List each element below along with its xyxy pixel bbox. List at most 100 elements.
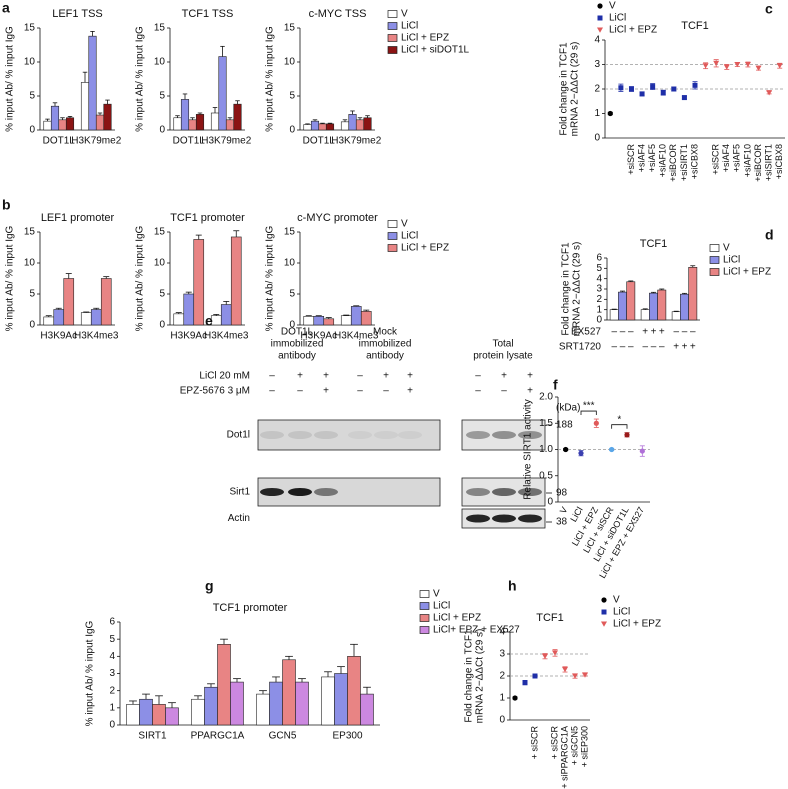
- point: [628, 86, 634, 92]
- band: [466, 488, 490, 496]
- bar: [282, 659, 296, 726]
- y-tick-label: 5: [159, 91, 165, 102]
- point: [639, 448, 645, 454]
- x-tick-label: +siBCOR: [668, 144, 678, 182]
- condition-sign: –: [651, 342, 657, 353]
- point: [562, 666, 568, 673]
- treatment-sign: –: [297, 386, 303, 397]
- y-tick-label: 15: [284, 23, 296, 34]
- y-tick-label: 15: [24, 227, 36, 238]
- legend-swatch: [387, 34, 398, 42]
- band: [492, 514, 516, 523]
- legend-label: LiCl + siDOT1L: [401, 45, 470, 56]
- y-tick-label: 0: [159, 320, 165, 331]
- y-tick-label: 6: [596, 253, 602, 264]
- y-tick-label: 0: [289, 125, 295, 136]
- unit-label: (kDa): [556, 403, 580, 414]
- y-tick-label: 15: [154, 23, 166, 34]
- x-tick-label: DOT1L: [173, 136, 206, 147]
- band: [518, 514, 542, 523]
- legend-label: LiCl + EPZ: [401, 33, 449, 44]
- bar: [50, 105, 60, 131]
- band: [288, 431, 312, 439]
- panel-label: b: [2, 197, 11, 213]
- legend-label: LiCl + EPZ: [609, 25, 657, 36]
- condition-sign: –: [642, 342, 648, 353]
- y-tick-label: 2: [596, 294, 602, 305]
- legend-marker: [601, 609, 607, 615]
- x-tick-label: + siEP300: [579, 726, 589, 767]
- treatment-sign: +: [407, 371, 413, 382]
- panel-label: d: [765, 227, 774, 243]
- band: [398, 431, 422, 439]
- group-header: Mock: [373, 327, 398, 338]
- x-tick-label: +siSCR: [711, 144, 721, 175]
- treatment-sign: –: [269, 371, 275, 382]
- condition-sign: –: [690, 327, 696, 338]
- x-tick-label: + siPPARGC1A: [559, 726, 569, 789]
- bar: [188, 119, 197, 131]
- band: [492, 488, 516, 496]
- condition-label: EX527: [571, 327, 601, 338]
- bar: [165, 707, 179, 726]
- x-tick-label: H3K79me2: [331, 136, 381, 147]
- condition-sign: –: [682, 327, 688, 338]
- legend-swatch: [419, 614, 430, 622]
- y-tick-label: 2: [594, 84, 600, 95]
- condition-sign: –: [628, 342, 634, 353]
- y-tick-label: 1: [499, 693, 505, 704]
- point: [522, 680, 528, 686]
- marker-label: 188: [556, 420, 573, 431]
- legend-swatch: [387, 22, 398, 30]
- y-axis-label: % input Ab/ % input IgG: [135, 26, 146, 132]
- legend-label: V: [613, 595, 620, 606]
- bar: [90, 309, 102, 326]
- x-tick-label: GCN5: [269, 731, 297, 742]
- y-tick-label: 10: [24, 57, 36, 68]
- y-axis-label: Relative SIRT1 activity: [523, 399, 534, 499]
- bar: [325, 123, 335, 131]
- legend-swatch: [387, 244, 398, 252]
- y-tick-label: 2.0: [539, 392, 553, 403]
- chart-title: TCF1 promoter: [170, 212, 245, 224]
- bar: [65, 117, 75, 131]
- panel-label: h: [508, 578, 517, 594]
- band: [260, 488, 284, 496]
- panel-label: f: [553, 377, 558, 393]
- legend-label: V: [401, 9, 408, 20]
- treatment-sign: +: [501, 371, 507, 382]
- point: [702, 63, 709, 69]
- y-tick-label: 5: [596, 263, 602, 274]
- bar: [313, 316, 325, 326]
- legend-label: LiCl + EPZ: [433, 613, 481, 624]
- point: [552, 650, 558, 656]
- treatment-sign: +: [527, 386, 533, 397]
- band: [374, 431, 398, 439]
- band: [518, 488, 542, 496]
- y-tick-label: 0: [594, 133, 600, 144]
- condition-sign: +: [651, 327, 657, 338]
- bar: [193, 239, 205, 326]
- y-tick-label: 5: [29, 289, 35, 300]
- bar: [173, 117, 182, 131]
- bar: [323, 318, 335, 326]
- point: [776, 63, 783, 69]
- bar: [657, 289, 667, 321]
- band: [348, 431, 372, 439]
- point: [593, 420, 599, 426]
- treatment-sign: +: [297, 371, 303, 382]
- bar: [303, 316, 315, 326]
- bar: [53, 309, 65, 326]
- bar: [318, 123, 327, 131]
- x-tick-label: +siSCR: [626, 144, 636, 175]
- point: [532, 673, 538, 679]
- chart-title: TCF1: [681, 20, 709, 32]
- bar: [195, 114, 205, 131]
- legend-marker: [597, 27, 603, 33]
- panel-label: a: [2, 0, 10, 16]
- bar: [295, 681, 309, 726]
- bar: [340, 121, 350, 131]
- bar: [347, 656, 361, 726]
- x-tick-label: +siSIRT1: [679, 144, 689, 181]
